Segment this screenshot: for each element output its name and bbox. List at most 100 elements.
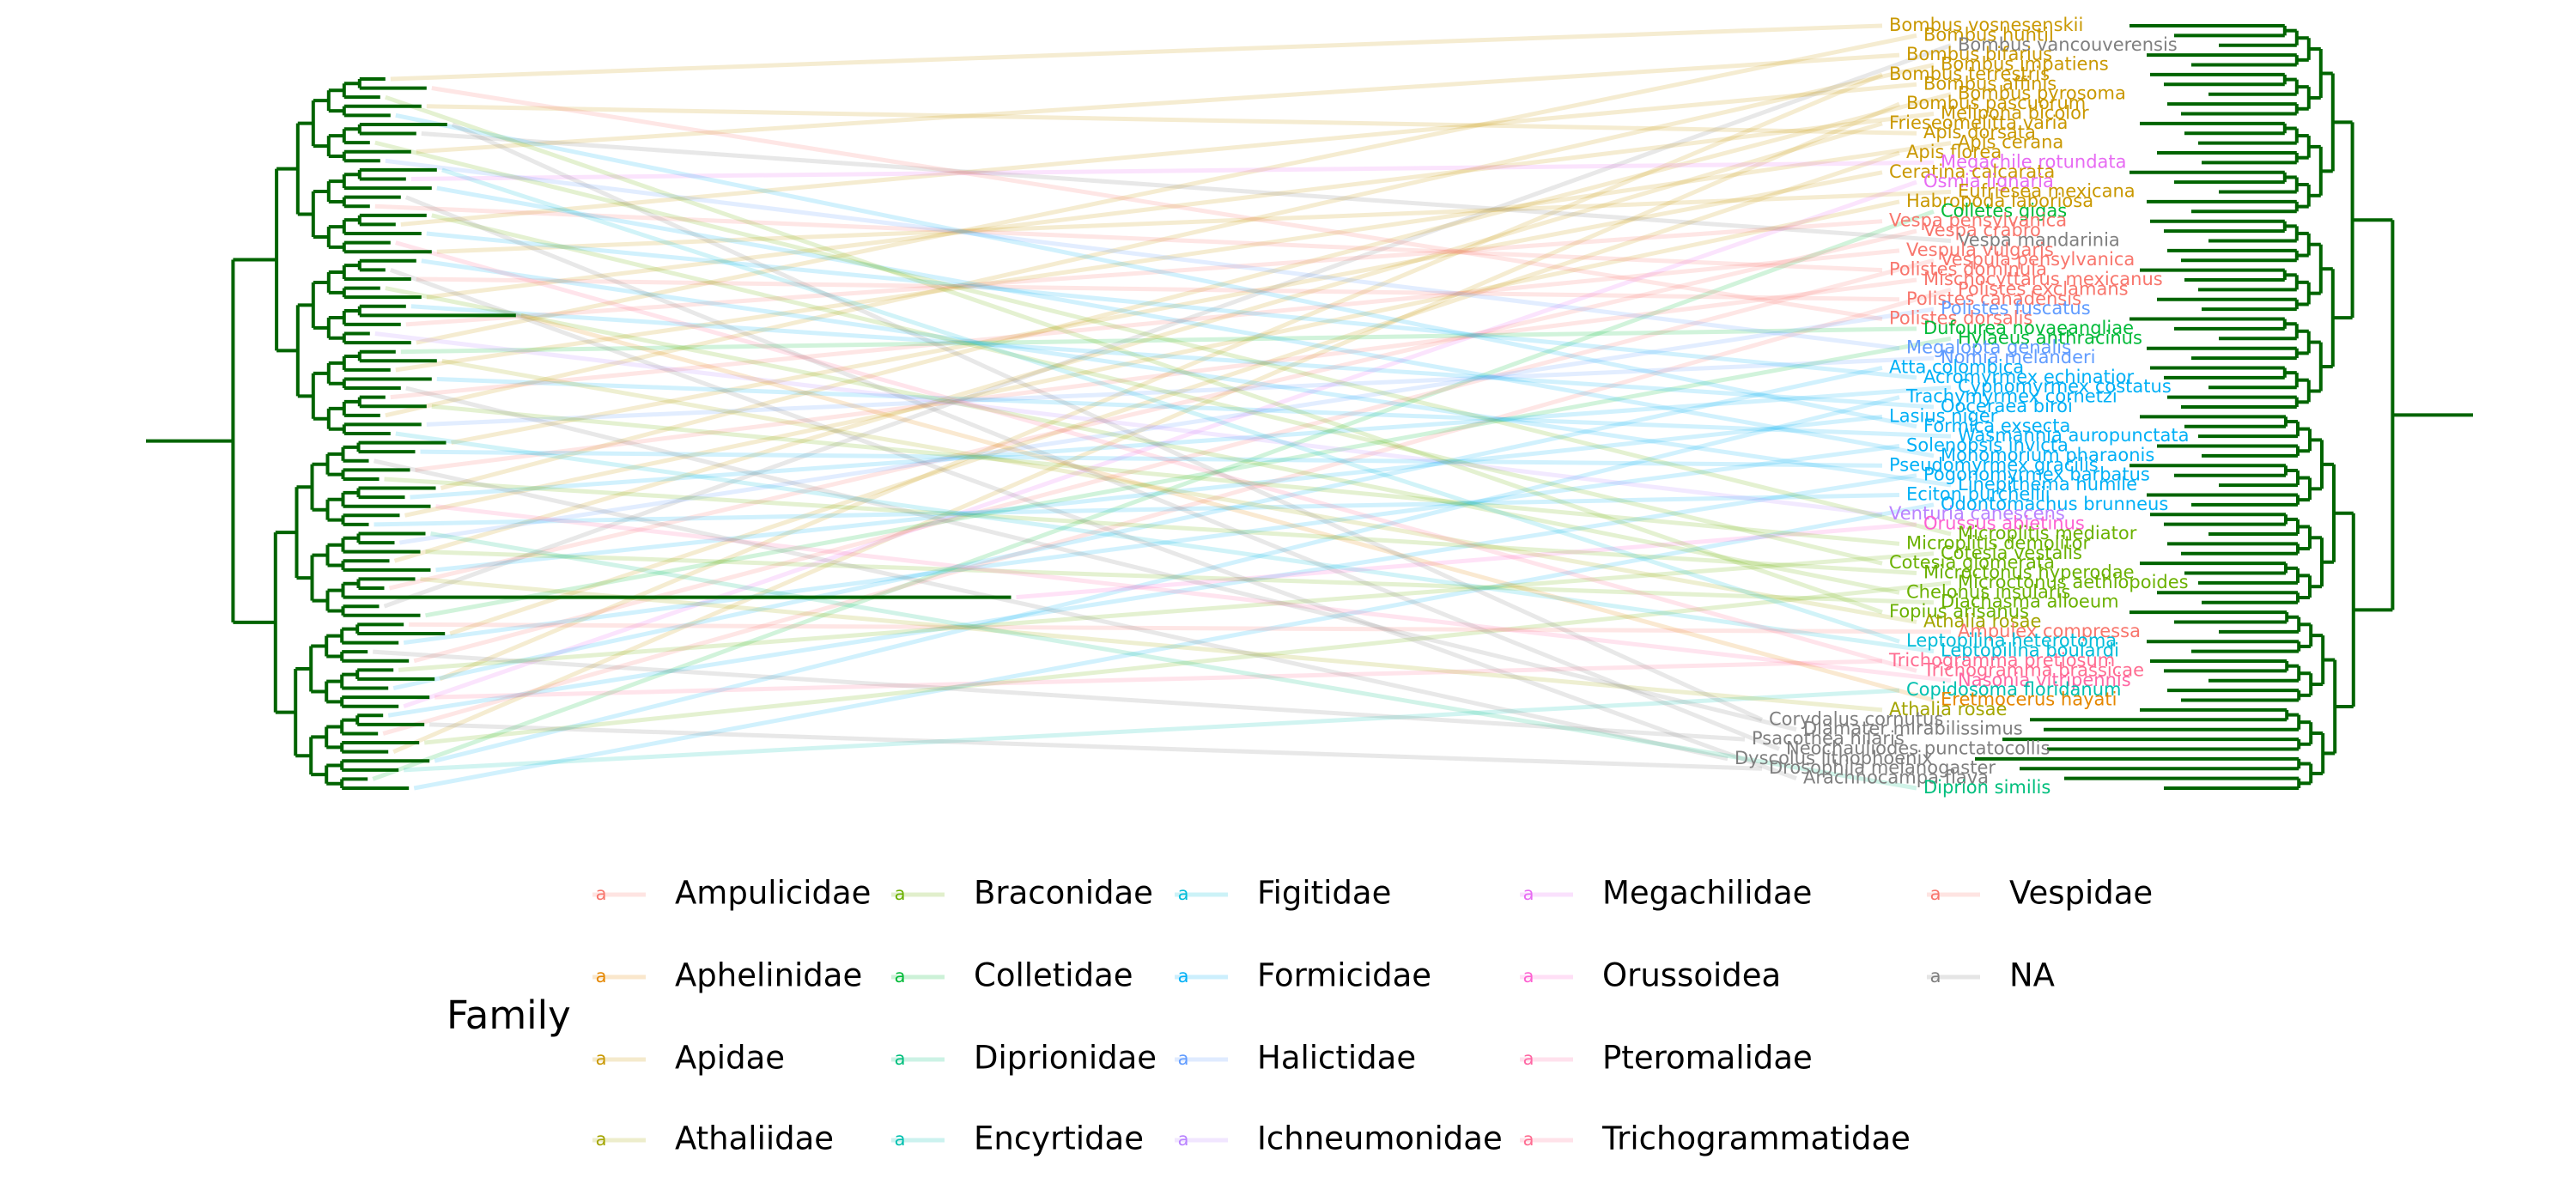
tip-label: Dyscolus lithophoenix xyxy=(1735,748,1933,768)
tip-label: Bombus vosnesenskii xyxy=(1889,15,2083,35)
tanglegram-link xyxy=(423,580,1952,745)
tanglegram-link xyxy=(415,277,1917,472)
tanglegram-link xyxy=(426,355,1935,427)
tanglegram-link xyxy=(413,258,1935,664)
tanglegram-link xyxy=(441,167,1900,644)
tanglegram-link xyxy=(416,276,1900,302)
tip-label: Chelonus insularis xyxy=(1906,581,2070,602)
legend-label: Colletidae xyxy=(974,957,1133,994)
tip-label: Vespa pensylvanica xyxy=(1889,210,2067,231)
tip-label: Wasmannia auropunctata xyxy=(1958,425,2189,446)
tip-label: Osmia lignaria xyxy=(1923,171,2054,191)
tanglegram-link xyxy=(383,43,1952,609)
legend-key-glyph: a xyxy=(596,966,607,986)
tip-label: Cotesia glomerata xyxy=(1889,552,2055,573)
tip-label: Bombus vancouverensis xyxy=(1958,34,2178,55)
legend-key-glyph: a xyxy=(895,1048,906,1069)
legend-label: Diprionidae xyxy=(974,1040,1157,1077)
legend-key-glyph: a xyxy=(895,883,906,904)
tanglegram-link xyxy=(431,86,1883,322)
tip-label: Apis florea xyxy=(1906,142,2002,162)
legend-key-glyph: a xyxy=(1523,883,1534,904)
tanglegram-link xyxy=(382,287,1952,736)
tip-label: Athalia rosae xyxy=(1923,610,2041,631)
tanglegram-link xyxy=(441,358,1917,624)
tip-label: Bombus impatiens xyxy=(1941,54,2109,75)
legend-item: a NA xyxy=(1927,957,2055,994)
tip-label: Bombus bifarius xyxy=(1906,44,2052,64)
tip-label: Bombus terrestris xyxy=(1889,64,2050,84)
legend-item: a Trichogrammatidae xyxy=(1520,1120,1911,1157)
tip-label: Neochauliodes punctatocollis xyxy=(1786,738,2050,758)
tip-label: Linepithema humile xyxy=(1958,474,2137,495)
tip-label: Nasonia vitripennis xyxy=(1958,670,2131,690)
tanglegram-link xyxy=(400,82,1917,227)
tanglegram-link xyxy=(395,141,1952,373)
tanglegram-link xyxy=(435,414,1883,573)
tip-label: Microctonus hyperodae xyxy=(1923,562,2135,583)
tanglegram-link xyxy=(404,199,1900,518)
tip-label: Bombus pyrosoma xyxy=(1958,83,2126,104)
tip-label: Apis cerana xyxy=(1958,132,2063,153)
tip-label: Cyphomyrmex costatus xyxy=(1958,376,2172,397)
legend-key-glyph: a xyxy=(1178,1129,1189,1150)
tip-label: Nomia melanderi xyxy=(1941,347,2096,367)
tip-label: Polistes fuscatus xyxy=(1941,298,2091,319)
tanglegram-link xyxy=(410,385,1952,500)
tip-label: Apis dorsata xyxy=(1923,122,2036,143)
legend-key-glyph: a xyxy=(1930,966,1941,986)
tip-label: Vespa mandarinia xyxy=(1958,229,2120,250)
tanglegram-link xyxy=(385,158,1900,351)
legend-key-glyph: a xyxy=(1523,966,1534,986)
legend-item: a Encyrtidae xyxy=(891,1120,1144,1157)
tanglegram-link xyxy=(425,549,1935,605)
tanglegram-link xyxy=(392,366,1883,690)
legend-label: Formicidae xyxy=(1257,957,1431,994)
legend-key-glyph: a xyxy=(1523,1129,1534,1150)
tanglegram-link xyxy=(385,286,1900,595)
legend-key-glyph: a xyxy=(1178,966,1189,986)
legend-key-glyph: a xyxy=(1930,883,1941,904)
tanglegram-link xyxy=(421,258,1952,488)
tanglegram-link xyxy=(426,111,1935,300)
tanglegram-link xyxy=(413,502,1935,791)
legend-item: a Athaliidae xyxy=(592,1120,834,1157)
tip-label: Psacothea hilaris xyxy=(1752,728,1905,749)
tanglegram-link xyxy=(373,458,1728,762)
tip-label: Microplitis demolitor xyxy=(1906,532,2091,553)
legend-label: Braconidae xyxy=(974,875,1153,912)
legend-label: Apidae xyxy=(675,1040,785,1077)
tanglegram-link xyxy=(400,326,1917,355)
tip-label: Corydalus cornutus xyxy=(1769,708,1943,729)
tanglegram-link xyxy=(420,449,1883,468)
tanglegram-link xyxy=(440,92,1952,490)
tanglegram-link xyxy=(410,160,1935,181)
tanglegram-link xyxy=(436,190,1952,254)
tanglegram-link xyxy=(373,649,1746,742)
tanglegram-link xyxy=(426,104,1917,136)
tip-label: Acromyrmex echinatior xyxy=(1923,367,2135,387)
tip-label: Eretmocerus hayati xyxy=(1941,689,2117,710)
tip-label: Odontomachus brunneus xyxy=(1941,494,2168,514)
tanglegram-link xyxy=(398,551,1935,672)
legend-key-glyph: a xyxy=(596,883,607,904)
tanglegram-link xyxy=(372,209,1935,781)
tip-label: Copidosoma floridanum xyxy=(1906,679,2121,700)
tanglegram-link xyxy=(451,122,1764,722)
tip-label: Arachnocampa flava xyxy=(1803,768,1989,788)
legend-label: Ichneumonidae xyxy=(1257,1120,1503,1157)
tip-label: Leptopilina heterotoma xyxy=(1906,630,2117,651)
tip-label: Lasius niger xyxy=(1889,405,1998,426)
legend-item: a Pteromalidae xyxy=(1520,1040,1813,1077)
tanglegram-link xyxy=(384,94,1883,615)
tanglegram-link xyxy=(392,101,1900,754)
tip-label: Solenopsis invicta xyxy=(1906,435,2069,456)
family-legend: Family a Ampulicidae a Aphelinidae a Apidae a A… xyxy=(447,875,2153,1157)
tanglegram-link xyxy=(374,331,1883,517)
tip-label: Megachile rotundata xyxy=(1941,151,2127,172)
tip-label: Diamater mirabilissimus xyxy=(1803,719,2023,739)
legend-key-glyph: a xyxy=(1178,1048,1189,1069)
legend-item: a Vespidae xyxy=(1927,875,2153,912)
legend-label: NA xyxy=(2009,957,2055,994)
legend-label: Athaliidae xyxy=(675,1120,834,1157)
